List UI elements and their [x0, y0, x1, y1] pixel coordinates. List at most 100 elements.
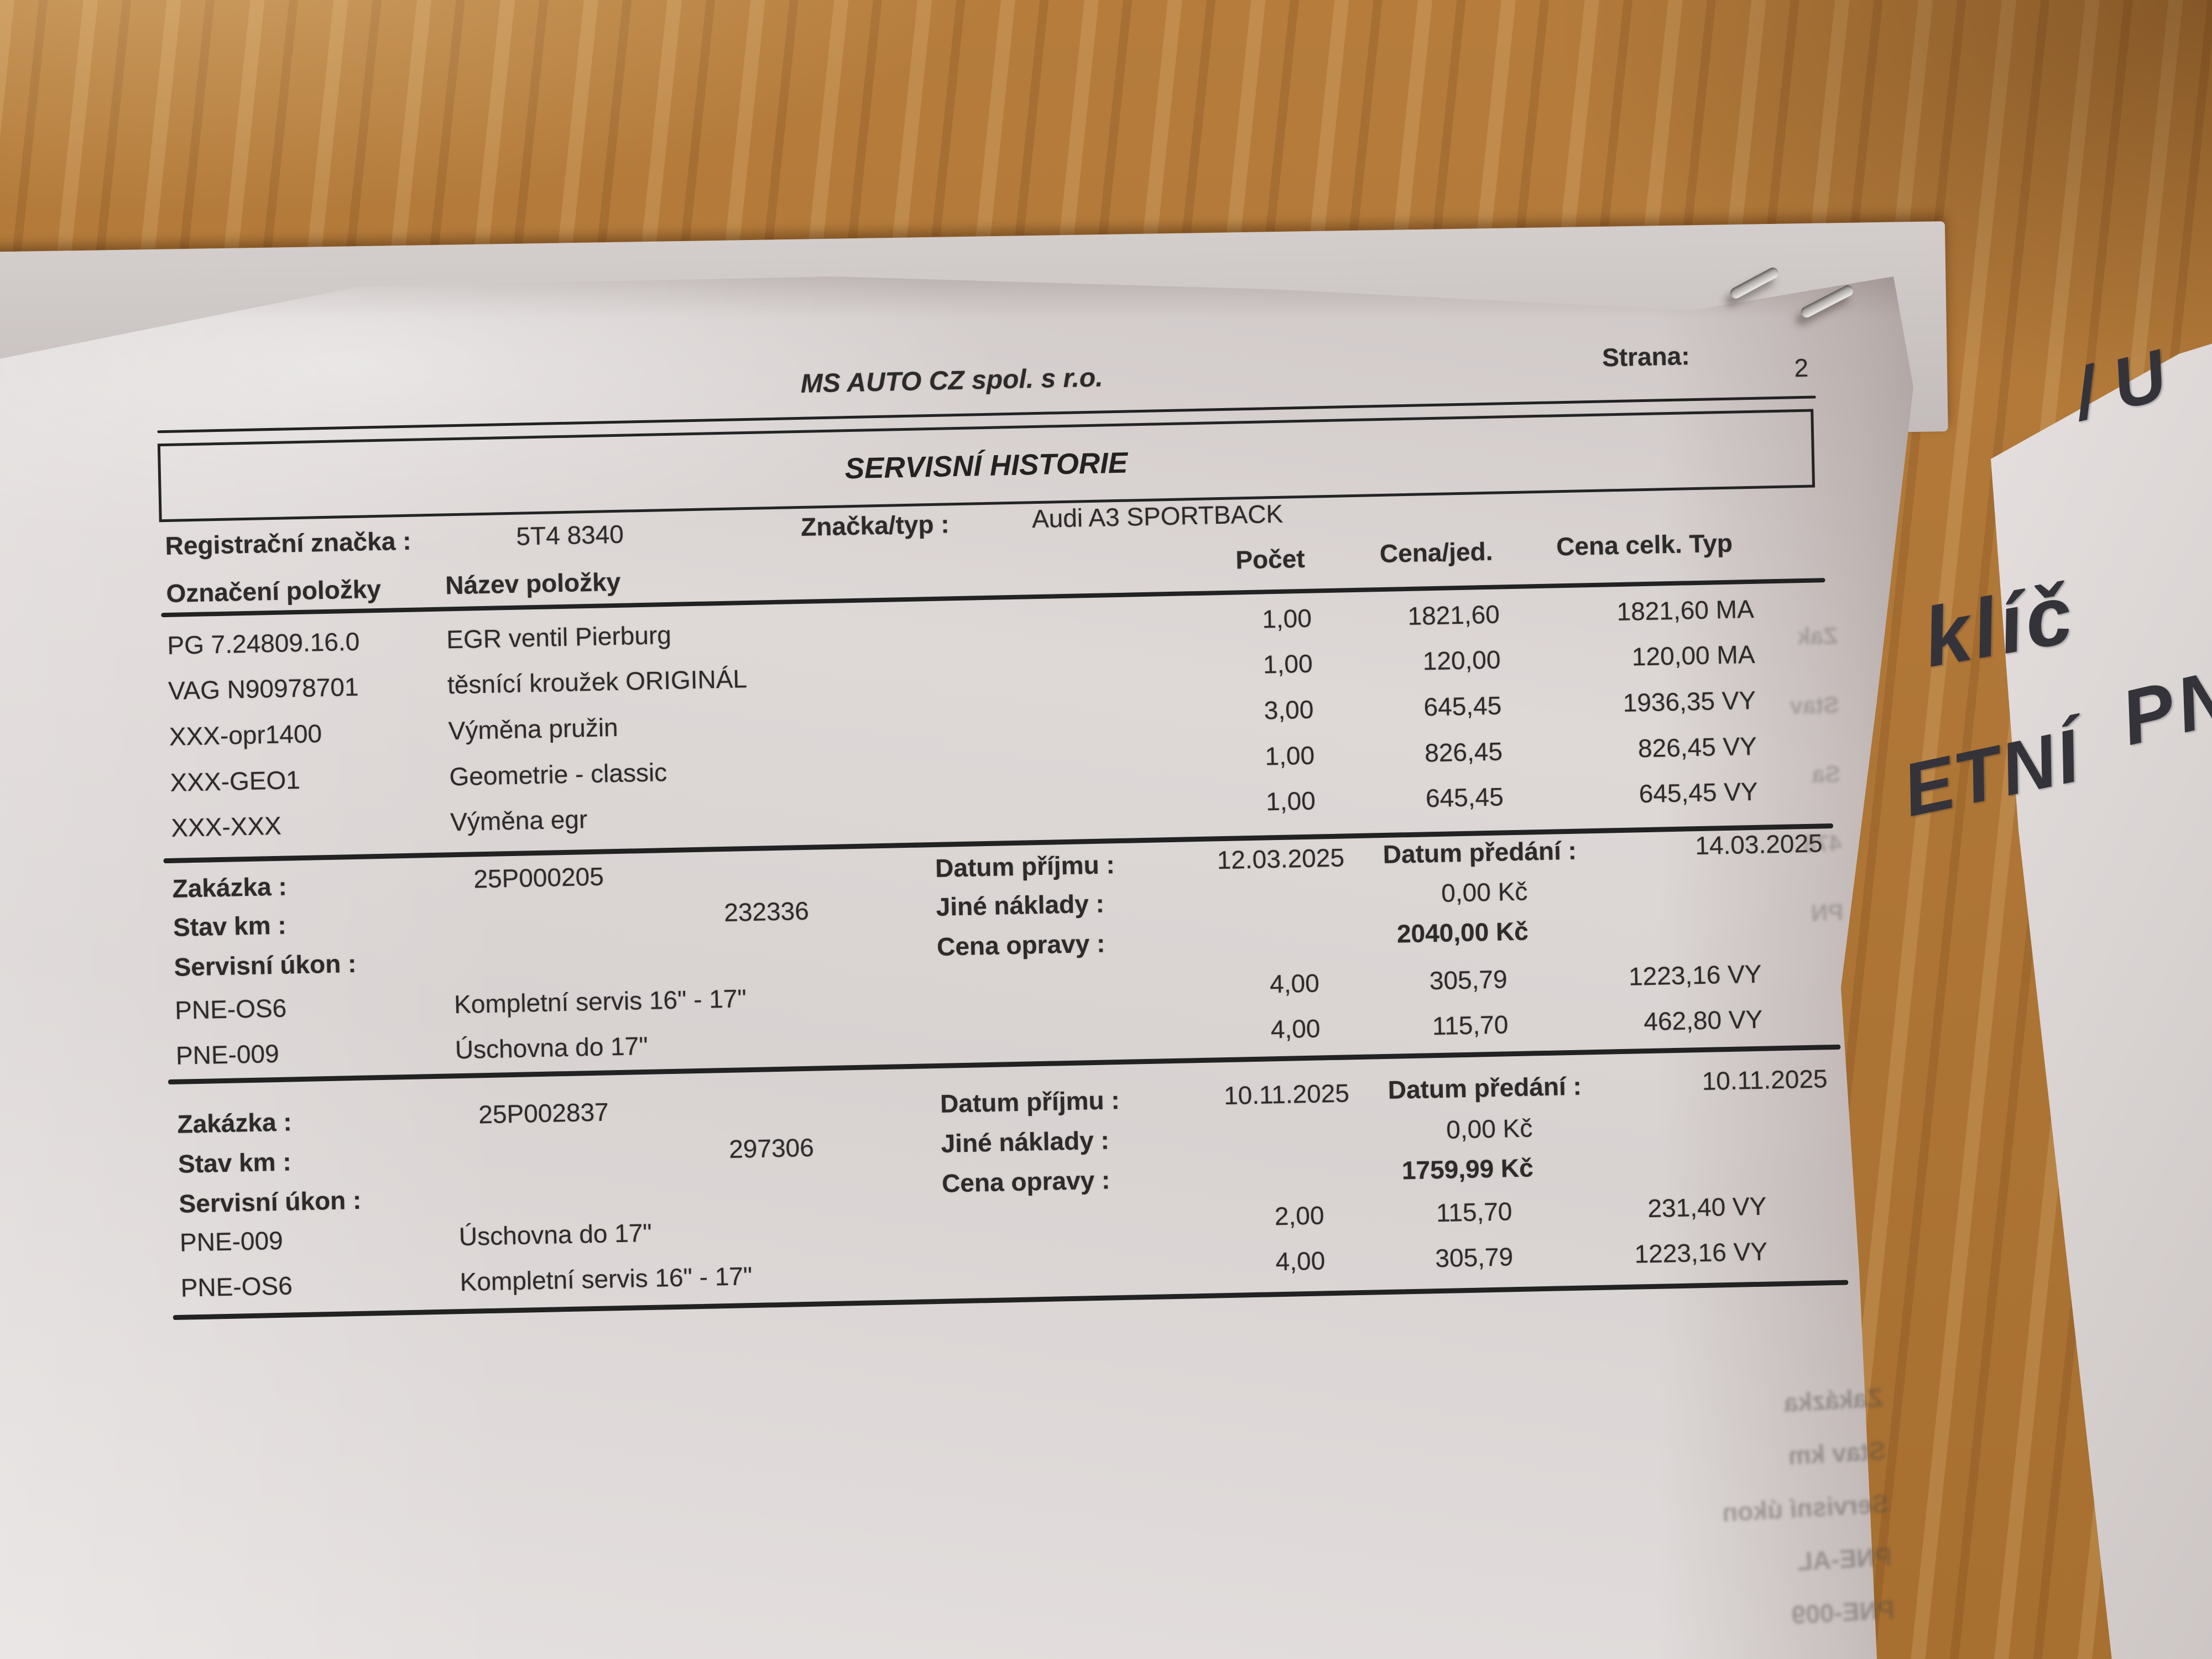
table-row: PNE-OS6 Kompletní servis 16" - 17" 4,00 … [0, 0, 2199, 4]
item-unit-price: 305,79 [1325, 1243, 1514, 1275]
item-unit-price: 115,70 [1324, 1197, 1512, 1229]
item-name: Úschovna do 17" [458, 1219, 652, 1251]
staple-mark [1728, 265, 1780, 300]
document-title: SERVISNÍ HISTORIE [844, 446, 1128, 486]
service-act-label: Servisní úkon : [174, 950, 357, 981]
item-qty: 4,00 [1142, 1246, 1326, 1278]
item-total: 462,80 VY [1514, 1005, 1763, 1039]
order-number: 25P000205 [473, 863, 604, 894]
table-row: VAG N90978701 těsnící kroužek ORIGINÁL 1… [0, 0, 2199, 4]
item-name: Výměna pružin [448, 713, 618, 745]
item-code: PNE-OS6 [175, 994, 287, 1025]
table-row: XXX-GEO1 Geometrie - classic 1,00 826,45… [0, 0, 2199, 4]
section-rule [168, 1045, 1841, 1084]
item-qty: 3,00 [1131, 696, 1314, 727]
item-unit-price: 1821,60 [1311, 601, 1500, 633]
item-name: Úschovna do 17" [455, 1032, 648, 1064]
table-row: PNE-OS6 Kompletní servis 16" - 17" 4,00 … [0, 0, 2199, 4]
reg-plate-value: 5T4 8340 [516, 520, 624, 551]
repair-price-label: Cena opravy : [942, 1166, 1110, 1197]
table-row: XXX-XXX Výměna egr 1,00 645,45 645,45 VY [0, 0, 2199, 4]
make-type-label: Značka/typ : [801, 510, 950, 541]
item-unit-price: 305,79 [1319, 965, 1507, 997]
order-number: 25P002837 [478, 1098, 609, 1129]
repair-price-label: Cena opravy : [937, 930, 1105, 961]
item-unit-price: 645,45 [1313, 691, 1502, 723]
document-content: MS AUTO CZ spol. s r.o. Strana: 2 SERVIS… [0, 0, 2212, 1659]
item-unit-price: 120,00 [1312, 645, 1501, 677]
make-type-value: Audi A3 SPORTBACK [1031, 500, 1283, 533]
other-costs-label: Jiné náklady : [941, 1126, 1109, 1158]
other-costs-label: Jiné náklady : [936, 890, 1104, 921]
item-name: Kompletní servis 16" - 17" [460, 1262, 753, 1296]
date-handover-label: Datum předání : [1383, 837, 1577, 869]
item-name: těsnící kroužek ORIGINÁL [447, 665, 748, 699]
item-name: Geometrie - classic [449, 758, 667, 791]
item-name: EGR ventil Pierburg [446, 621, 671, 654]
item-name: Výměna egr [450, 805, 588, 836]
item-total: 1223,16 VY [1519, 1238, 1768, 1271]
item-qty: 1,00 [1133, 787, 1316, 818]
col-header-code: Označení položky [166, 575, 382, 608]
bleed-through-side-text: Zak Stav Sa 478 PN [1704, 601, 1844, 950]
service-act-label: Servisní úkon : [179, 1186, 362, 1218]
date-received-value: 12.03.2025 [1151, 843, 1345, 875]
item-code: PNE-009 [180, 1227, 284, 1256]
item-qty: 1,00 [1130, 650, 1313, 681]
item-total: 231,40 VY [1517, 1192, 1767, 1225]
other-costs-value: 0,00 Kč [1306, 878, 1528, 910]
company-name: MS AUTO CZ spol. s r.o. [800, 363, 1103, 399]
bleed-line: Zak [1704, 601, 1838, 673]
order-label: Zakázka : [172, 873, 287, 903]
table-row: PNE-009 Úschovna do 17" 2,00 115,70 231,… [0, 0, 2199, 4]
item-qty: 4,00 [1138, 1014, 1321, 1046]
other-costs-value: 0,00 Kč [1311, 1114, 1533, 1146]
repair-price-value: 2040,00 Kč [1307, 917, 1528, 950]
item-qty: 1,00 [1129, 604, 1312, 636]
staple-mark [1799, 283, 1855, 319]
bleed-through-text: Zakázka Stav km Servisní úkon PNE-AL PNE… [1357, 1371, 1896, 1659]
table-row: PG 7.24809.16.0 EGR ventil Pierburg 1,00… [0, 0, 2199, 4]
item-name: Kompletní servis 16" - 17" [454, 984, 747, 1019]
order-block: Zakázka : 25P002837 Datum příjmu : 10.11… [0, 0, 2199, 4]
date-handover-label: Datum předání : [1387, 1072, 1582, 1104]
date-handover-value: 10.11.2025 [1636, 1065, 1828, 1097]
page-label: Strana: [1602, 342, 1691, 372]
repair-price-value: 1759,99 Kč [1312, 1154, 1533, 1186]
item-code: PNE-OS6 [180, 1271, 293, 1302]
desk-photo: / U klíč ETNÍ PNE MS AUTO CZ spol. s r.o… [0, 0, 2212, 1659]
item-code: XXX-XXX [171, 812, 281, 842]
date-received-label: Datum příjmu : [940, 1086, 1120, 1118]
section-rule [173, 1280, 1849, 1320]
reg-plate-label: Registrační značka : [165, 527, 411, 560]
item-code: PNE-009 [175, 1040, 279, 1070]
item-unit-price: 645,45 [1315, 782, 1504, 815]
col-header-unit-price: Cena/jed. [1305, 538, 1493, 570]
bleed-line: 478 [1708, 808, 1843, 880]
order-label: Zakázka : [177, 1108, 292, 1138]
item-qty: 4,00 [1136, 969, 1319, 1000]
order-block: Zakázka : 25P000205 Datum příjmu : 12.03… [0, 0, 2199, 4]
bleed-line: Sa [1707, 739, 1841, 811]
bleed-line: Stav [1705, 670, 1840, 742]
item-qty: 2,00 [1141, 1201, 1324, 1233]
item-unit-price: 115,70 [1320, 1010, 1509, 1042]
odometer-label: Stav km : [178, 1147, 292, 1178]
item-code: XXX-GEO1 [170, 766, 300, 797]
odometer-value: 297306 [648, 1134, 814, 1165]
table-row: PNE-009 Úschovna do 17" 4,00 115,70 462,… [0, 0, 2199, 4]
col-header-qty: Počet [1122, 545, 1305, 576]
odometer-label: Stav km : [173, 911, 287, 942]
item-total: 1223,16 VY [1512, 960, 1762, 993]
item-code: PG 7.24809.16.0 [167, 628, 360, 660]
col-header-name: Název položky [445, 568, 621, 599]
item-qty: 1,00 [1132, 742, 1315, 773]
item-code: VAG N90978701 [168, 673, 359, 705]
date-received-value: 10.11.2025 [1155, 1079, 1349, 1111]
bleed-line: PN [1710, 878, 1844, 950]
odometer-value: 232336 [643, 897, 809, 928]
date-received-label: Datum příjmu : [935, 851, 1115, 882]
col-header-total-type: Cena celk. Typ [1556, 529, 1733, 561]
page-number: 2 [1794, 354, 1809, 382]
table-row: XXX-opr1400 Výměna pružin 3,00 645,45 19… [0, 0, 2199, 4]
